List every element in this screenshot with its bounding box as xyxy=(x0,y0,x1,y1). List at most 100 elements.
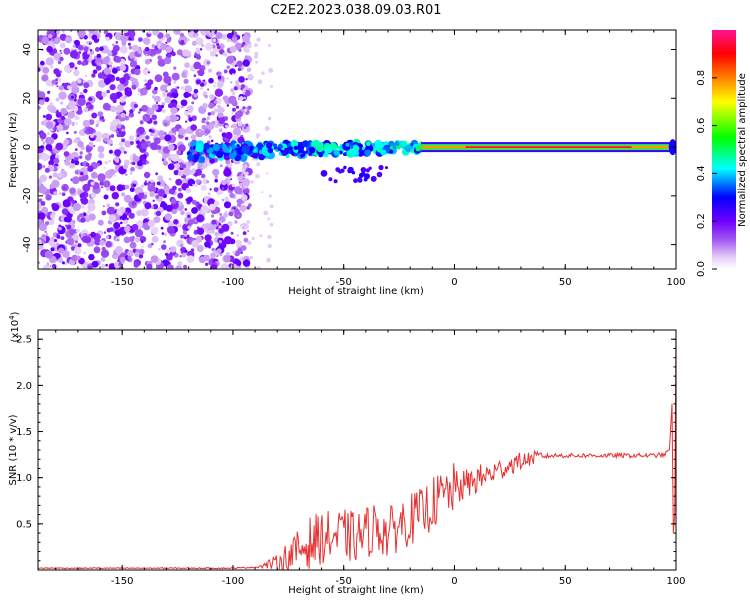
noise-blob xyxy=(200,205,209,214)
noise-blob xyxy=(151,54,154,56)
noise-blob xyxy=(234,186,243,195)
x-tick-label: 0 xyxy=(451,576,457,587)
snr-multiplier-close: ) xyxy=(10,311,21,315)
spectrogram-panel: -150 -100 -50 0 50 100 -40 -20 0 20 40 Height of … xyxy=(8,29,686,297)
noise-blob xyxy=(226,65,230,69)
noise-blob xyxy=(237,214,240,218)
noise-blob xyxy=(171,153,180,162)
noise-blob xyxy=(131,197,135,201)
noise-blob xyxy=(127,30,136,38)
noise-blob xyxy=(95,90,104,99)
noise-blob xyxy=(139,120,144,125)
noise-blob xyxy=(40,201,46,206)
noise-blob xyxy=(160,226,164,230)
signal-blob xyxy=(340,168,345,173)
noise-blob xyxy=(129,171,133,175)
noise-blob xyxy=(55,30,60,35)
signal-blob xyxy=(389,146,394,150)
noise-blob xyxy=(219,253,223,257)
noise-blob xyxy=(57,172,63,179)
noise-blob xyxy=(208,135,212,139)
noise-blob xyxy=(193,88,199,94)
noise-blob xyxy=(187,225,191,230)
noise-blob xyxy=(115,76,120,81)
noise-blob xyxy=(101,210,107,216)
noise-blob xyxy=(87,127,95,134)
noise-blob xyxy=(108,160,111,163)
noise-blob xyxy=(264,126,270,132)
noise-blob xyxy=(224,210,228,214)
noise-blob xyxy=(95,65,102,71)
noise-blob xyxy=(49,264,52,268)
noise-blob xyxy=(144,67,147,70)
noise-blob xyxy=(63,151,70,157)
noise-blob xyxy=(211,219,217,225)
noise-blob xyxy=(167,163,175,171)
noise-blob xyxy=(203,254,210,262)
noise-blob xyxy=(131,161,136,166)
noise-blob xyxy=(42,141,46,145)
signal-blob xyxy=(370,175,377,182)
noise-blob xyxy=(68,62,75,69)
noise-blob xyxy=(133,103,138,108)
signal-blob xyxy=(347,166,354,173)
noise-blob xyxy=(48,34,53,39)
noise-blob xyxy=(74,39,80,46)
noise-blob xyxy=(237,121,243,127)
noise-blob xyxy=(64,261,68,266)
noise-blob xyxy=(223,212,228,218)
noise-blob xyxy=(204,223,210,229)
noise-blob xyxy=(251,157,255,161)
noise-blob xyxy=(191,40,197,46)
noise-blob xyxy=(85,162,90,167)
noise-blob xyxy=(59,70,62,74)
noise-blob xyxy=(79,91,83,96)
noise-blob xyxy=(162,93,167,98)
noise-blob xyxy=(126,217,129,221)
signal-blob xyxy=(371,143,376,147)
noise-blob xyxy=(129,141,134,145)
noise-blob xyxy=(58,226,62,231)
noise-blob xyxy=(232,250,236,255)
noise-blob xyxy=(90,231,96,238)
noise-blob xyxy=(174,32,177,35)
noise-blob xyxy=(204,42,213,51)
noise-blob xyxy=(225,159,231,165)
noise-blob xyxy=(267,243,272,249)
noise-blob xyxy=(42,264,50,269)
signal-blob xyxy=(239,154,248,162)
noise-blob xyxy=(53,68,60,75)
noise-blob xyxy=(176,150,182,155)
noise-blob xyxy=(223,255,231,263)
coherent-line-peak xyxy=(465,146,632,148)
colorbar-tick-label: 0.6 xyxy=(696,118,707,134)
noise-blob xyxy=(180,234,185,239)
noise-blob xyxy=(146,263,153,269)
noise-blob xyxy=(65,36,72,44)
noise-blob xyxy=(244,55,249,59)
noise-blob xyxy=(62,199,71,208)
noise-blob xyxy=(177,201,183,207)
spectrogram-frame xyxy=(37,29,677,270)
noise-blob xyxy=(243,90,246,93)
noise-blob xyxy=(120,192,126,197)
noise-blob xyxy=(182,223,191,232)
noise-blob xyxy=(49,106,57,114)
signal-blob xyxy=(325,145,333,154)
noise-blob xyxy=(191,199,197,205)
noise-blob xyxy=(71,200,76,204)
signal-blob xyxy=(360,167,367,173)
noise-blob xyxy=(99,46,104,51)
noise-blob xyxy=(128,135,135,141)
noise-blob xyxy=(83,46,89,52)
signal-blob xyxy=(308,152,312,156)
noise-blob xyxy=(90,171,98,179)
noise-blob xyxy=(266,257,271,263)
noise-blob xyxy=(217,45,221,50)
noise-blob xyxy=(200,173,206,179)
noise-blob xyxy=(180,40,185,44)
noise-blob xyxy=(183,264,188,269)
noise-blob xyxy=(196,70,200,74)
noise-blob xyxy=(250,180,254,184)
noise-blob xyxy=(74,160,80,166)
